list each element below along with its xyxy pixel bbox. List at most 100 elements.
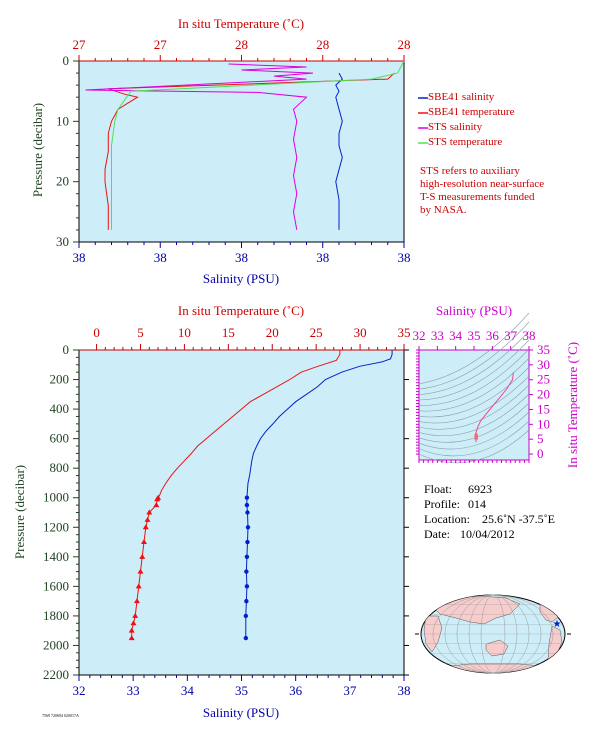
map-australia bbox=[485, 639, 509, 657]
main-chart-axes: 0 5 10 15 20 25 30 35 32 33 34 35 36 37 38 0 200 400 600 80… bbox=[43, 325, 411, 698]
top-pressure-tick-label: 30 bbox=[56, 234, 69, 249]
density-contour bbox=[418, 402, 530, 443]
main-temp-tick-label: 5 bbox=[137, 325, 144, 340]
salinity-marker bbox=[245, 539, 250, 545]
main-pressure-tick-label: 400 bbox=[50, 401, 70, 416]
main-salinity-line bbox=[245, 350, 393, 639]
density-contour bbox=[418, 321, 530, 390]
density-contour bbox=[418, 384, 530, 430]
location-label: Location: bbox=[424, 512, 470, 526]
density-contour bbox=[418, 366, 530, 418]
top-sal-tick-label: 38 bbox=[398, 250, 411, 265]
temperature-marker bbox=[128, 627, 135, 633]
top-series-line bbox=[104, 72, 395, 230]
ts-sal-tick-label: 33 bbox=[431, 328, 444, 343]
salinity-marker bbox=[244, 584, 250, 589]
top-chart-legend-labels: SBE41 salinity SBE41 temperature STS sal… bbox=[428, 91, 514, 151]
top-chart-legend bbox=[418, 97, 428, 144]
ts-sal-tick-label: 34 bbox=[449, 328, 463, 343]
top-pressure-tick-label: 10 bbox=[56, 113, 69, 128]
sts-note: STS refers to auxiliary high-resolution … bbox=[420, 165, 544, 217]
location-value: 25.6˚N -37.5˚E bbox=[482, 512, 555, 526]
main-chart-series bbox=[128, 350, 393, 641]
density-contour bbox=[418, 330, 530, 395]
density-contour bbox=[418, 357, 530, 412]
salinity-marker bbox=[243, 635, 249, 641]
legend-label-sts-salinity: STS salinity bbox=[428, 121, 483, 133]
ts-temp-tick-label: 20 bbox=[537, 387, 550, 402]
density-contour bbox=[418, 411, 530, 450]
temperature-marker bbox=[154, 496, 161, 502]
profile-label: Profile: bbox=[424, 497, 460, 511]
main-chart-pressure-axis-title: Pressure (decibar) bbox=[12, 465, 27, 559]
legend-label-sts-temperature: STS temperature bbox=[428, 136, 503, 148]
density-contour bbox=[418, 339, 530, 401]
float-value: 6923 bbox=[468, 482, 492, 496]
map-meridian bbox=[432, 594, 554, 674]
top-series-line bbox=[111, 60, 405, 230]
float-location-map: ★ bbox=[415, 594, 571, 674]
main-sal-tick-label: 38 bbox=[398, 683, 411, 698]
temperature-marker bbox=[128, 635, 135, 641]
main-sal-tick-label: 32 bbox=[73, 683, 86, 698]
float-info-panel: Float: 6923 Profile: 014 Location: 25.6˚N -… bbox=[424, 482, 555, 542]
salinity-marker bbox=[245, 525, 251, 530]
main-sal-tick-label: 35 bbox=[235, 683, 248, 698]
salinity-marker bbox=[244, 502, 250, 508]
density-contour bbox=[418, 420, 530, 457]
salinity-marker bbox=[245, 510, 250, 515]
main-temp-tick-label: 10 bbox=[178, 325, 191, 340]
legend-label-sbe41-temperature: SBE41 temperature bbox=[428, 106, 515, 118]
main-pressure-tick-label: 2200 bbox=[43, 667, 69, 682]
top-temp-tick-label: 27 bbox=[73, 37, 87, 52]
main-temp-tick-label: 35 bbox=[398, 325, 411, 340]
sts-note-line: high-resolution near-surface bbox=[420, 178, 545, 190]
legend-label-sbe41-salinity: SBE41 salinity bbox=[428, 91, 495, 103]
temperature-marker bbox=[146, 509, 153, 515]
ts-sal-tick-label: 32 bbox=[413, 328, 426, 343]
temperature-marker bbox=[153, 502, 160, 508]
main-pressure-tick-label: 2000 bbox=[43, 637, 69, 652]
top-chart-pressure-axis-title: Pressure (decibar) bbox=[30, 103, 45, 197]
ts-sal-tick-label: 37 bbox=[504, 328, 518, 343]
main-pressure-tick-label: 800 bbox=[50, 460, 70, 475]
salinity-marker bbox=[244, 598, 249, 604]
ts-deep-marker bbox=[474, 432, 479, 436]
salinity-marker bbox=[244, 569, 249, 574]
main-chart-plot-area bbox=[78, 349, 405, 676]
sts-note-line: T-S measurements funded bbox=[420, 191, 535, 203]
ts-temp-tick-label: 5 bbox=[537, 431, 544, 446]
temperature-marker bbox=[133, 598, 140, 604]
salinity-marker bbox=[243, 613, 249, 619]
top-sal-tick-label: 38 bbox=[235, 250, 248, 265]
sts-note-line: by NASA. bbox=[420, 204, 467, 216]
top-chart-salinity-axis-title: Salinity (PSU) bbox=[203, 271, 279, 286]
density-contour bbox=[418, 348, 530, 406]
ts-diagram-density-contours bbox=[418, 312, 530, 464]
ts-diagram-temperature-axis-title: In situ Temperature (˚C) bbox=[565, 342, 580, 468]
main-temp-tick-label: 0 bbox=[93, 325, 100, 340]
top-chart-series bbox=[85, 60, 405, 230]
ts-temp-tick-label: 25 bbox=[537, 372, 550, 387]
main-sal-tick-label: 37 bbox=[343, 683, 357, 698]
top-sal-tick-label: 38 bbox=[154, 250, 167, 265]
main-pressure-tick-label: 1800 bbox=[43, 608, 69, 623]
main-pressure-tick-label: 1200 bbox=[43, 519, 69, 534]
date-value: 10/04/2012 bbox=[460, 527, 515, 541]
top-pressure-tick-label: 0 bbox=[63, 53, 70, 68]
main-pressure-tick-label: 0 bbox=[63, 342, 70, 357]
temperature-marker bbox=[142, 524, 149, 530]
density-contour bbox=[418, 393, 530, 436]
top-chart-axes: 27 27 28 28 28 38 38 38 38 38 0 10 20 30 bbox=[56, 37, 411, 265]
ts-diagram-series bbox=[474, 372, 514, 443]
main-sal-tick-label: 36 bbox=[289, 683, 303, 698]
top-chart-temperature-axis-title: In situ Temperature (˚C) bbox=[178, 16, 304, 31]
profile-value: 014 bbox=[468, 497, 486, 511]
main-pressure-tick-label: 600 bbox=[50, 431, 70, 446]
float-label: Float: bbox=[424, 482, 453, 496]
ts-temp-tick-label: 30 bbox=[537, 357, 550, 372]
density-contour bbox=[418, 312, 530, 385]
